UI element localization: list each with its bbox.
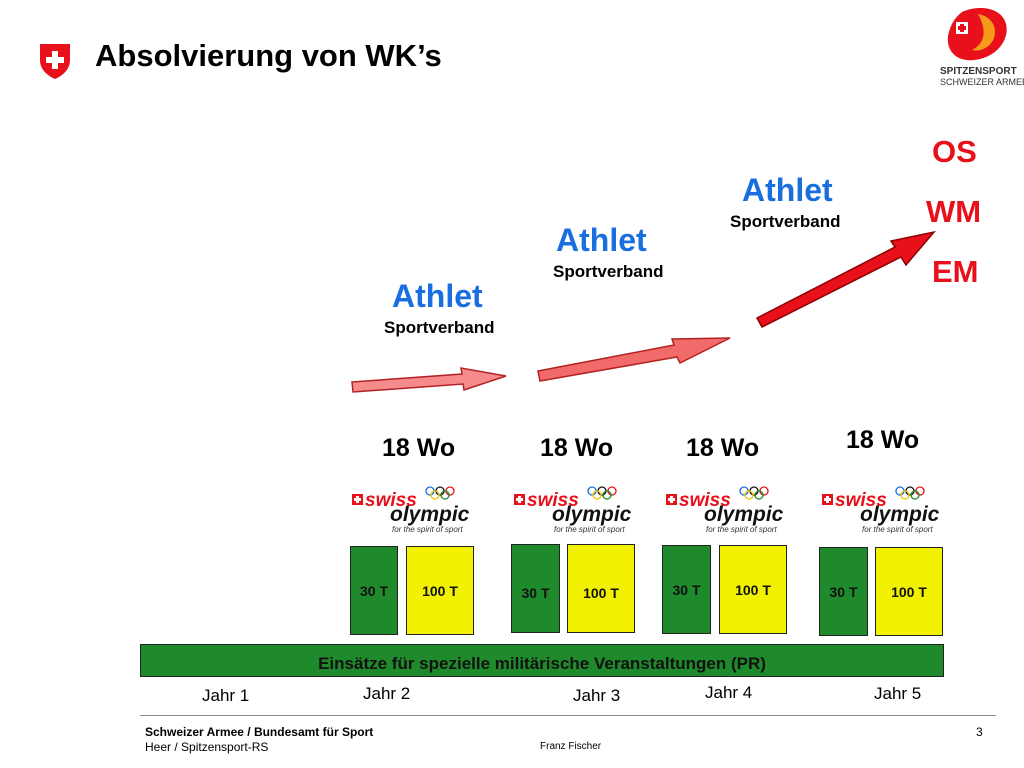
- swiss-flag-icon: [822, 494, 833, 505]
- swiss-flag-icon: [352, 494, 363, 505]
- logo-swiss-text: swiss: [835, 490, 887, 511]
- logo-tagline: for the spirit of sport: [554, 525, 625, 534]
- sportverband-label-3: Sportverband: [730, 212, 841, 231]
- logo-swiss-text: swiss: [679, 490, 731, 511]
- footer-organization: Schweizer Armee / Bundesamt für Sport: [145, 725, 374, 739]
- logo-tagline: for the spirit of sport: [862, 525, 933, 534]
- footer-divider: [140, 715, 996, 716]
- logo-olympic-text: olympic: [390, 503, 470, 526]
- swiss-coat-of-arms-icon: [40, 44, 70, 79]
- event-wm: WM: [926, 194, 982, 229]
- progression-arrows: [351, 230, 936, 393]
- swiss-olympic-logo: swiss olympic for the spirit of sport: [822, 486, 947, 534]
- progression-arrow-1: [351, 367, 507, 393]
- service-block-30-days: 30 T: [662, 545, 711, 634]
- logo-olympic-text: olympic: [704, 503, 784, 526]
- progression-arrow-3: [755, 230, 936, 328]
- service-block-100-days: 100 T: [719, 545, 787, 634]
- year-label-1: Jahr 1: [202, 686, 250, 705]
- service-block-30-days: 30 T: [350, 546, 398, 635]
- logo-tagline: for the spirit of sport: [392, 525, 463, 534]
- athlete-label-1: Athlet: [392, 278, 483, 314]
- swiss-olympic-logo: swiss olympic for the spirit of sport: [514, 486, 639, 534]
- weeks-label-4: 18 Wo: [846, 426, 920, 454]
- swiss-flag-icon: [514, 494, 525, 505]
- sportverband-label-2: Sportverband: [553, 262, 664, 281]
- spitzensport-emblem-icon: [947, 8, 1007, 61]
- service-block-100-days: 100 T: [875, 547, 943, 636]
- service-block-100-days: 100 T: [406, 546, 474, 635]
- olympic-rings-icon: [587, 486, 617, 500]
- year-label-3: Jahr 3: [573, 686, 621, 705]
- brand-line-2: SCHWEIZER ARMEE: [940, 77, 1024, 87]
- sportverband-label-1: Sportverband: [384, 318, 495, 337]
- page-number: 3: [976, 725, 983, 739]
- olympic-rings-icon: [425, 486, 455, 500]
- year-label-5: Jahr 5: [874, 684, 922, 703]
- progression-arrow-2: [537, 337, 731, 382]
- logo-swiss-text: swiss: [365, 490, 417, 511]
- swiss-olympic-logo: swiss olympic for the spirit of sport: [352, 486, 477, 534]
- weeks-label-3: 18 Wo: [686, 434, 760, 462]
- logo-swiss-text: swiss: [527, 490, 579, 511]
- service-block-30-days: 30 T: [819, 547, 868, 636]
- logo-tagline: for the spirit of sport: [706, 525, 777, 534]
- weeks-label-2: 18 Wo: [540, 434, 614, 462]
- service-block-100-days: 100 T: [567, 544, 635, 633]
- olympic-rings-icon: [739, 486, 769, 500]
- military-events-bar: Einsätze für spezielle militärische Vera…: [140, 644, 944, 677]
- footer-unit: Heer / Spitzensport-RS: [145, 740, 269, 754]
- year-label-4: Jahr 4: [705, 683, 753, 702]
- page-title: Absolvierung von WK’s: [95, 38, 442, 73]
- swiss-olympic-logo: swiss olympic for the spirit of sport: [666, 486, 791, 534]
- logo-olympic-text: olympic: [860, 503, 940, 526]
- event-os: OS: [932, 134, 977, 169]
- weeks-label-1: 18 Wo: [382, 434, 456, 462]
- brand-line-1: SPITZENSPORT: [940, 66, 1017, 77]
- event-em: EM: [932, 254, 979, 289]
- logo-olympic-text: olympic: [552, 503, 632, 526]
- year-label-2: Jahr 2: [363, 684, 411, 703]
- swiss-flag-icon: [666, 494, 677, 505]
- olympic-rings-icon: [895, 486, 925, 500]
- footer-author: Franz Fischer: [540, 741, 602, 752]
- service-block-30-days: 30 T: [511, 544, 560, 633]
- athlete-label-2: Athlet: [556, 222, 647, 258]
- athlete-label-3: Athlet: [742, 172, 833, 208]
- spitzensport-logo: SPITZENSPORT SCHWEIZER ARMEE: [940, 4, 1024, 88]
